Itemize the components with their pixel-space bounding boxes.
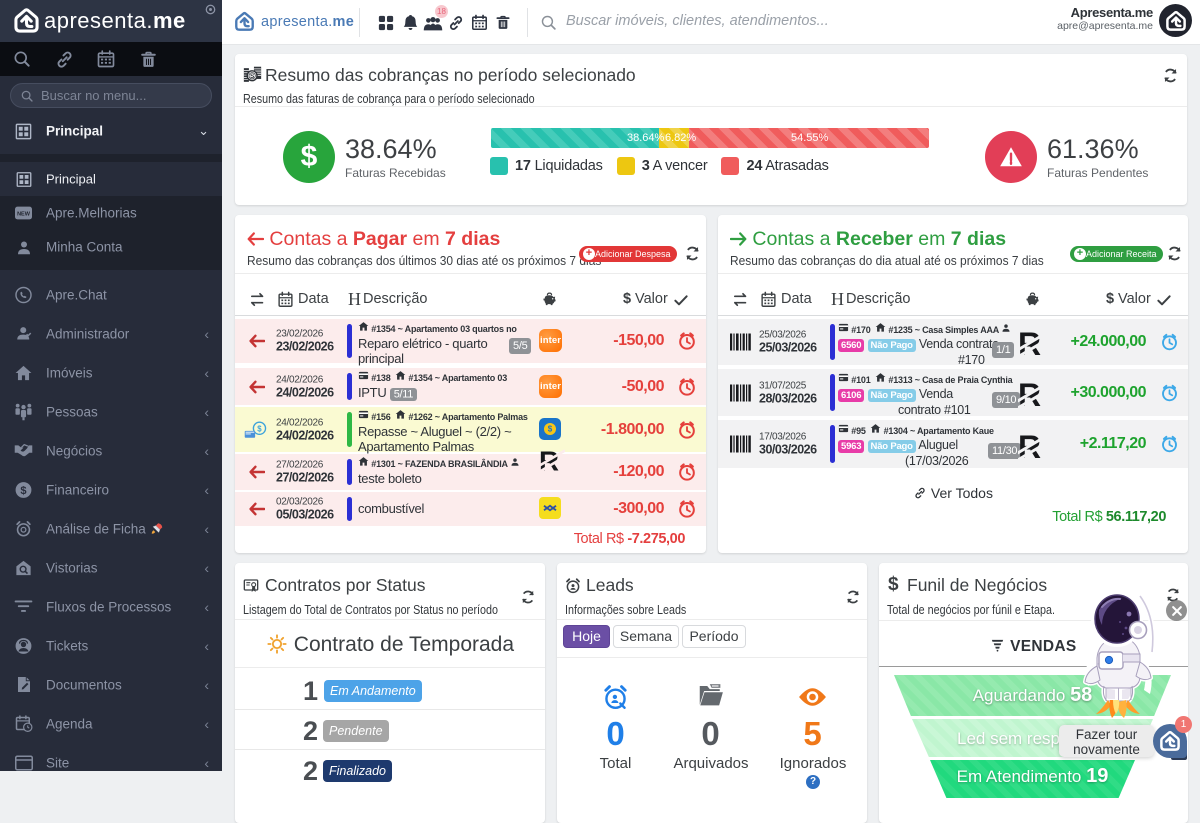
svg-text:$: $ [548, 424, 553, 433]
svg-text:S: S [250, 73, 255, 80]
svg-text:$: $ [257, 424, 262, 433]
svg-text:NEW: NEW [17, 212, 31, 218]
svg-text:$: $ [20, 484, 26, 496]
